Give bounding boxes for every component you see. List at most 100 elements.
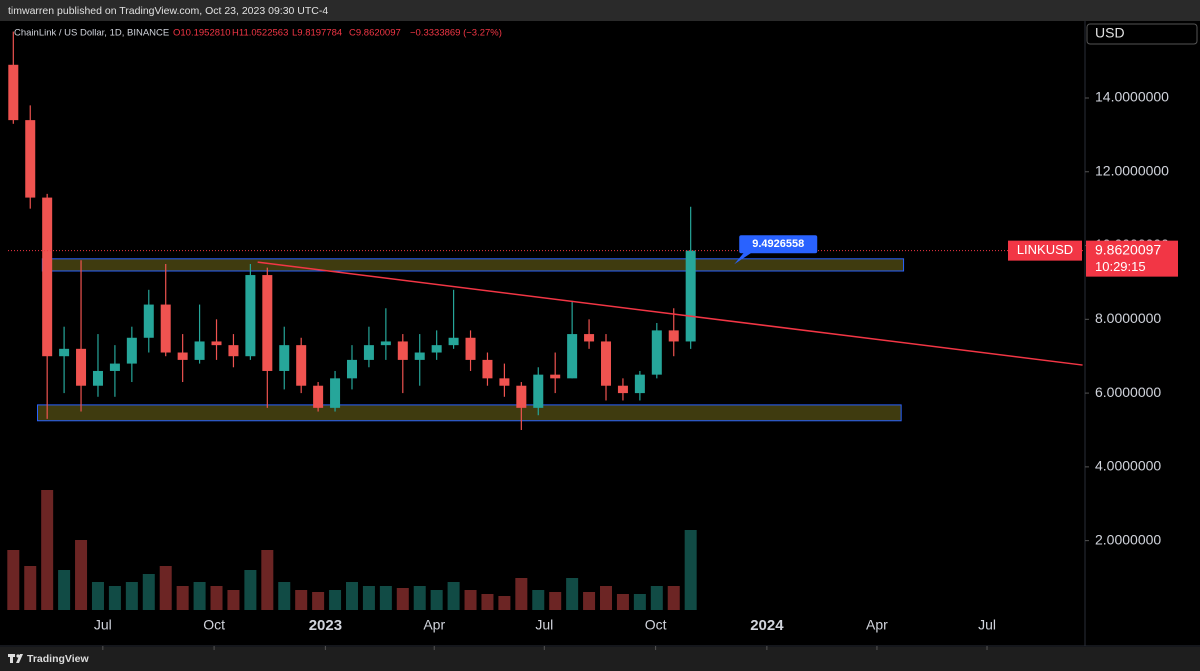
volume-bar	[566, 578, 579, 610]
brand: TradingView	[27, 653, 89, 665]
volume-bar	[210, 586, 223, 610]
candle-body	[262, 275, 273, 371]
candle-body	[617, 385, 628, 394]
candle-body	[228, 345, 239, 357]
volume-bar	[447, 582, 460, 610]
header-bar	[0, 0, 1200, 21]
candle-body	[685, 250, 696, 342]
candle-body	[92, 370, 103, 386]
candle-body	[516, 385, 527, 408]
legend-title: ChainLink / US Dollar, 1D, BINANCE	[14, 28, 169, 39]
candle-body	[346, 359, 357, 379]
volume-bar	[532, 590, 545, 610]
candle-body	[584, 334, 595, 342]
candle-body	[126, 337, 137, 364]
volume-bar	[684, 530, 697, 610]
y-tick-label: 8.0000000	[1095, 310, 1161, 326]
candle-body	[482, 359, 493, 379]
volume-bar	[142, 574, 155, 610]
volume-bars	[7, 490, 697, 610]
volume-bar	[159, 566, 172, 610]
candle-body	[550, 374, 561, 379]
volume-bar	[261, 550, 274, 610]
x-tick-label: Apr	[423, 617, 445, 633]
candle-body	[448, 337, 459, 346]
candle-body	[397, 341, 408, 360]
x-tick-label: 2023	[309, 617, 342, 634]
countdown: 10:29:15	[1095, 259, 1146, 274]
x-tick-label: Jul	[535, 617, 553, 633]
currency: USD	[1095, 25, 1125, 41]
volume-bar	[58, 570, 71, 610]
volume-bar	[75, 540, 88, 610]
candle-body	[668, 330, 679, 342]
candle-body	[25, 120, 36, 198]
legend-open: O10.1952810	[173, 28, 231, 39]
volume-bar	[549, 592, 562, 610]
callout-label: 9.4926558	[752, 238, 804, 250]
candle-body	[634, 374, 645, 394]
price-zone	[41, 258, 905, 272]
callout-pointer	[734, 252, 753, 265]
candle-body	[313, 385, 324, 408]
currency-box[interactable]	[1086, 23, 1198, 45]
x-tick-label: Oct	[645, 617, 667, 633]
candle-body	[414, 352, 425, 360]
price-zone	[36, 404, 902, 422]
legend-change: −0.3333869 (−3.27%)	[410, 28, 502, 39]
price-tag	[1086, 240, 1178, 277]
volume-bar	[91, 582, 104, 610]
candle-body	[567, 334, 578, 379]
candle-body	[245, 275, 256, 357]
volume-bar	[345, 582, 358, 610]
legend-low: L9.8197784	[292, 28, 342, 39]
volume-bar	[600, 586, 613, 610]
candle-body	[330, 378, 341, 408]
candle-body	[194, 341, 205, 360]
legend-close: C9.8620097	[349, 28, 401, 39]
volume-bar	[244, 570, 257, 610]
candle-body	[143, 304, 154, 338]
publisher: timwarren published on TradingView.com, …	[8, 5, 328, 17]
y-tick-label: 2.0000000	[1095, 531, 1161, 547]
candle-body	[601, 341, 612, 386]
x-tick-label: Apr	[866, 617, 888, 633]
volume-bar	[125, 582, 138, 610]
candle-body	[431, 345, 442, 353]
candle-body	[76, 348, 87, 386]
brand-logo	[8, 654, 23, 663]
candle-body	[380, 341, 391, 346]
x-tick-label: 2024	[750, 617, 784, 634]
volume-bar	[464, 590, 477, 610]
candle-body	[109, 363, 120, 371]
volume-bar	[108, 586, 121, 610]
y-tick-label: 4.0000000	[1095, 458, 1161, 474]
volume-bar	[633, 594, 646, 610]
candle-body	[499, 378, 510, 386]
legend-high: H11.0522563	[232, 28, 288, 39]
volume-bar	[7, 550, 20, 610]
volume-bar	[667, 586, 680, 610]
volume-bar	[498, 596, 511, 610]
candle-body	[59, 348, 70, 357]
volume-bar	[329, 590, 342, 610]
candle-body	[177, 352, 188, 360]
y-tick-label: 12.0000000	[1095, 162, 1169, 178]
callout-box	[739, 235, 818, 254]
volume-bar	[413, 586, 426, 610]
symbol-tag	[1008, 240, 1082, 261]
candle-body	[296, 345, 307, 386]
candle-body	[651, 330, 662, 375]
candle-body	[8, 64, 19, 121]
volume-bar	[24, 566, 37, 610]
x-tick-label: Jul	[94, 617, 112, 633]
candle-body	[42, 197, 53, 357]
candle-body	[533, 374, 544, 408]
y-tick-label: 14.0000000	[1095, 89, 1169, 105]
volume-bar	[396, 588, 409, 610]
volume-bar	[227, 590, 240, 610]
volume-bar	[583, 592, 596, 610]
x-tick-label: Oct	[203, 617, 225, 633]
volume-bar	[278, 582, 291, 610]
